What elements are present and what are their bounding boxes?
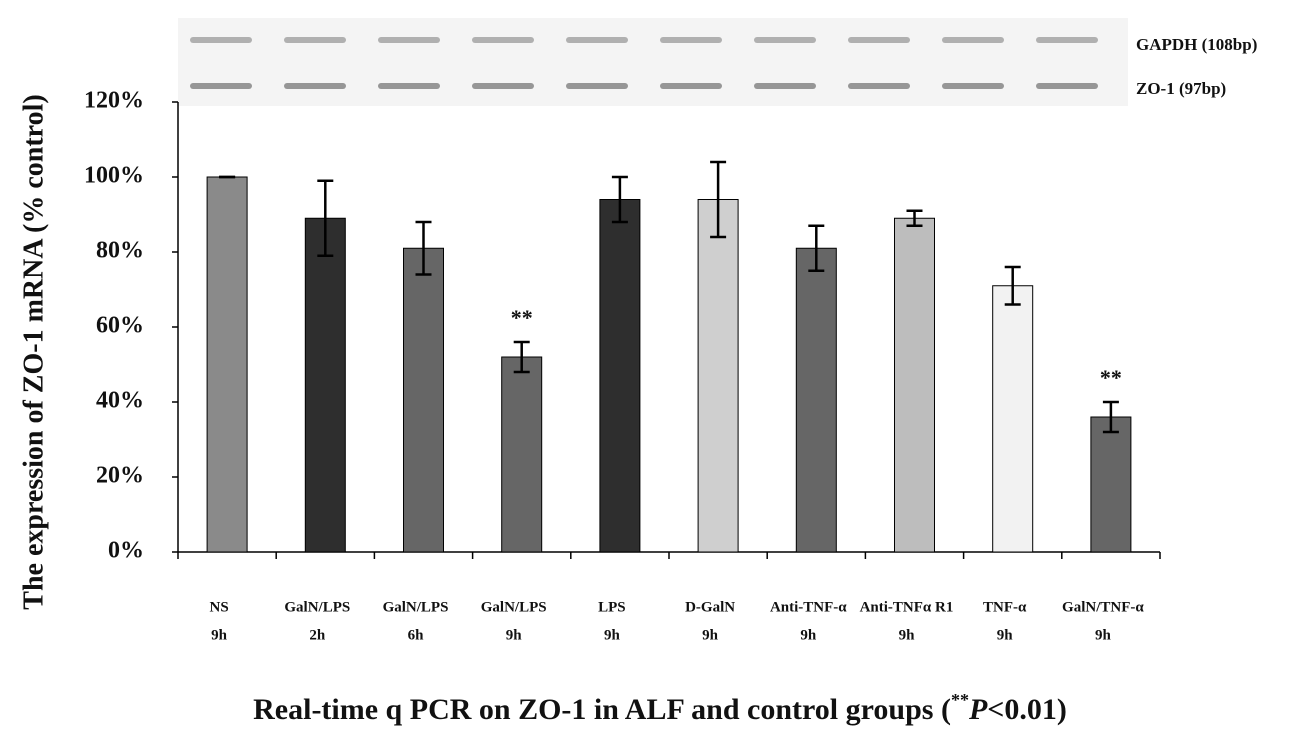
title-part: ** [951,690,969,710]
title-part: P [968,693,988,726]
x-tick-label: 9h [1095,627,1112,643]
x-tick-label: GalN/TNF-α [1062,599,1144,615]
bar [600,200,640,553]
y-tick-label: 0% [108,538,144,564]
x-tick-label: 9h [899,627,916,643]
y-tick-label: 80% [96,238,144,264]
x-tick-label: GalN/LPS [481,599,547,615]
x-tick-label: Anti-TNFα R1 [860,599,954,615]
x-tick-label: NS [210,599,229,615]
x-tick-label: 9h [702,627,719,643]
gel-label: ZO-1 (97bp) [1136,79,1226,98]
y-tick-label: 100% [84,163,144,189]
x-tick-label: TNF-α [983,599,1027,615]
x-tick-label: D-GalN [685,599,735,615]
gel-image [178,18,1128,106]
x-tick-label: 9h [800,627,817,643]
x-tick-label: 9h [604,627,621,643]
bar [502,357,542,552]
x-tick-label: Anti-TNF-α [770,599,847,615]
bar [895,218,935,552]
y-tick-label: 20% [96,463,144,489]
y-tick-label: 40% [96,388,144,414]
bar [796,248,836,552]
x-tick-label: 9h [211,627,228,643]
chart-title: Real-time q PCR on ZO-1 in ALF and contr… [253,690,1067,726]
bar [1091,417,1131,552]
x-tick-label: GalN/LPS [383,599,449,615]
x-tick-label: 9h [506,627,523,643]
y-tick-label: 120% [84,88,144,114]
x-tick-label: LPS [598,599,626,615]
title-part: Real-time q PCR on ZO-1 in ALF and contr… [253,693,951,726]
bar [993,286,1033,552]
title-part: <0.01) [987,693,1067,726]
x-tick-label: 9h [997,627,1014,643]
x-tick-label: 6h [408,627,425,643]
bar [305,218,345,552]
bar [698,200,738,553]
y-tick-label: 60% [96,313,144,339]
annotation: ** [1100,365,1122,390]
gel-label: GAPDH (108bp) [1136,35,1257,54]
chart: GAPDH (108bp) ZO-1 (97bp) The expression… [0,0,1315,746]
y-axis-title: The expression of ZO-1 mRNA (% control) [18,94,49,609]
x-tick-label: GalN/LPS [284,599,350,615]
bar [404,248,444,552]
annotation: ** [511,305,533,330]
x-tick-label: 2h [309,627,326,643]
bar [207,177,247,552]
